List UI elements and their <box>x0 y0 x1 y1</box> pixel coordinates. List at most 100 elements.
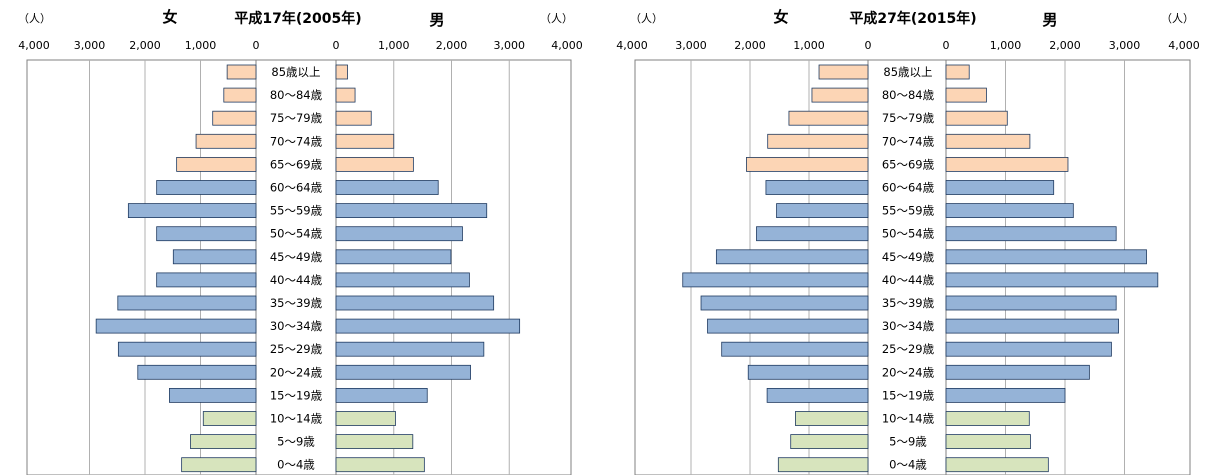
male-bar <box>335 203 488 219</box>
x-tick-label-male: 0 <box>943 39 950 52</box>
female-bar <box>811 87 869 103</box>
female-bar <box>721 341 869 357</box>
x-tick-label-female: 3,000 <box>74 39 106 52</box>
male-bar <box>945 364 1090 380</box>
male-bar <box>945 411 1030 426</box>
age-category-label: 80～84歳 <box>270 88 323 102</box>
male-bar <box>335 434 414 450</box>
category-label-bg <box>870 387 944 404</box>
male-bar <box>335 272 470 288</box>
female-bar <box>156 226 257 242</box>
age-category-label: 15～19歳 <box>270 388 323 402</box>
x-tick-label-male: 4,000 <box>1168 39 1200 52</box>
category-label-bg <box>258 202 334 219</box>
category-label-bg <box>258 110 334 127</box>
female-bar <box>127 203 257 219</box>
female-bar <box>756 226 869 242</box>
female-bar <box>818 64 869 80</box>
age-category-label: 5～9歳 <box>889 435 927 449</box>
x-tick-label-female: 1,000 <box>185 39 217 52</box>
age-category-label: 75～79歳 <box>882 111 935 125</box>
category-label-bg <box>258 225 334 242</box>
x-tick-label-female: 2,000 <box>129 39 161 52</box>
age-category-label: 55～59歳 <box>882 204 935 218</box>
age-category-label: 45～49歳 <box>882 250 935 264</box>
male-bar <box>945 249 1147 265</box>
female-bar <box>777 457 869 473</box>
x-tick-label-male: 1,000 <box>378 39 410 52</box>
age-category-label: 40～44歳 <box>270 273 323 287</box>
x-tick-label-female: 3,000 <box>675 39 707 52</box>
category-label-bg <box>870 410 944 427</box>
category-label-bg <box>870 202 944 219</box>
male-bar <box>945 156 1069 172</box>
male-bar <box>335 364 471 380</box>
age-category-label: 40～44歳 <box>882 273 935 287</box>
female-bar <box>765 180 869 195</box>
male-bar <box>945 295 1117 311</box>
category-label-bg <box>258 271 334 288</box>
male-label: 男 <box>429 11 444 29</box>
x-tick-label-male: 1,000 <box>990 39 1022 52</box>
male-bar <box>335 87 356 103</box>
male-bar <box>335 133 395 149</box>
x-tick-label-female: 2,000 <box>734 39 766 52</box>
male-bar <box>945 457 1049 473</box>
female-bar <box>790 434 869 450</box>
age-category-label: 70～74歳 <box>270 134 323 148</box>
category-label-bg <box>870 179 944 196</box>
category-label-bg <box>258 456 334 473</box>
category-label-bg <box>870 133 944 150</box>
female-bar <box>95 318 257 334</box>
female-bar <box>223 87 257 103</box>
female-bar <box>117 341 257 357</box>
male-bar <box>335 249 452 265</box>
male-bar <box>335 64 348 80</box>
category-label-bg <box>258 133 334 150</box>
male-bar <box>945 434 1031 450</box>
age-category-label: 35～39歳 <box>882 296 935 310</box>
x-tick-label-female: 1,000 <box>793 39 825 52</box>
male-bar <box>945 110 1008 126</box>
x-tick-label-male: 4,000 <box>551 39 583 52</box>
category-label-bg <box>870 87 944 104</box>
category-label-bg <box>258 387 334 404</box>
female-bar <box>226 64 257 80</box>
category-label-bg <box>258 433 334 450</box>
age-category-label: 50～54歳 <box>882 227 935 241</box>
x-tick-label-male: 2,000 <box>436 39 468 52</box>
female-label: 女 <box>773 8 788 26</box>
age-category-label: 20～24歳 <box>882 365 935 379</box>
category-label-bg <box>258 318 334 335</box>
male-bar <box>945 203 1074 219</box>
age-category-label: 0～4歳 <box>889 458 927 472</box>
category-label-bg <box>870 456 944 473</box>
category-label-bg <box>258 364 334 381</box>
age-category-label: 20～24歳 <box>270 365 323 379</box>
female-bar <box>707 318 869 334</box>
male-bar <box>945 64 970 80</box>
female-bar <box>700 295 869 311</box>
x-tick-label-male: 3,000 <box>494 39 526 52</box>
female-bar <box>766 387 869 403</box>
male-bar <box>335 180 439 195</box>
category-label-bg <box>870 341 944 358</box>
female-bar <box>682 272 869 288</box>
female-bar <box>202 411 257 426</box>
x-tick-label-male: 0 <box>333 39 340 52</box>
unit-label-left: （人） <box>18 12 51 25</box>
male-bar <box>335 411 396 426</box>
age-category-label: 25～29歳 <box>882 342 935 356</box>
age-category-label: 80～84歳 <box>882 88 935 102</box>
female-bar <box>172 249 257 265</box>
x-tick-label-female: 0 <box>253 39 260 52</box>
age-category-label: 30～34歳 <box>270 319 323 333</box>
age-category-label: 50～54歳 <box>270 227 323 241</box>
female-bar <box>795 411 869 426</box>
age-category-label: 55～59歳 <box>270 204 323 218</box>
age-category-label: 65～69歳 <box>270 157 323 171</box>
female-bar <box>137 364 257 380</box>
category-label-bg <box>870 318 944 335</box>
category-label-bg <box>870 295 944 311</box>
